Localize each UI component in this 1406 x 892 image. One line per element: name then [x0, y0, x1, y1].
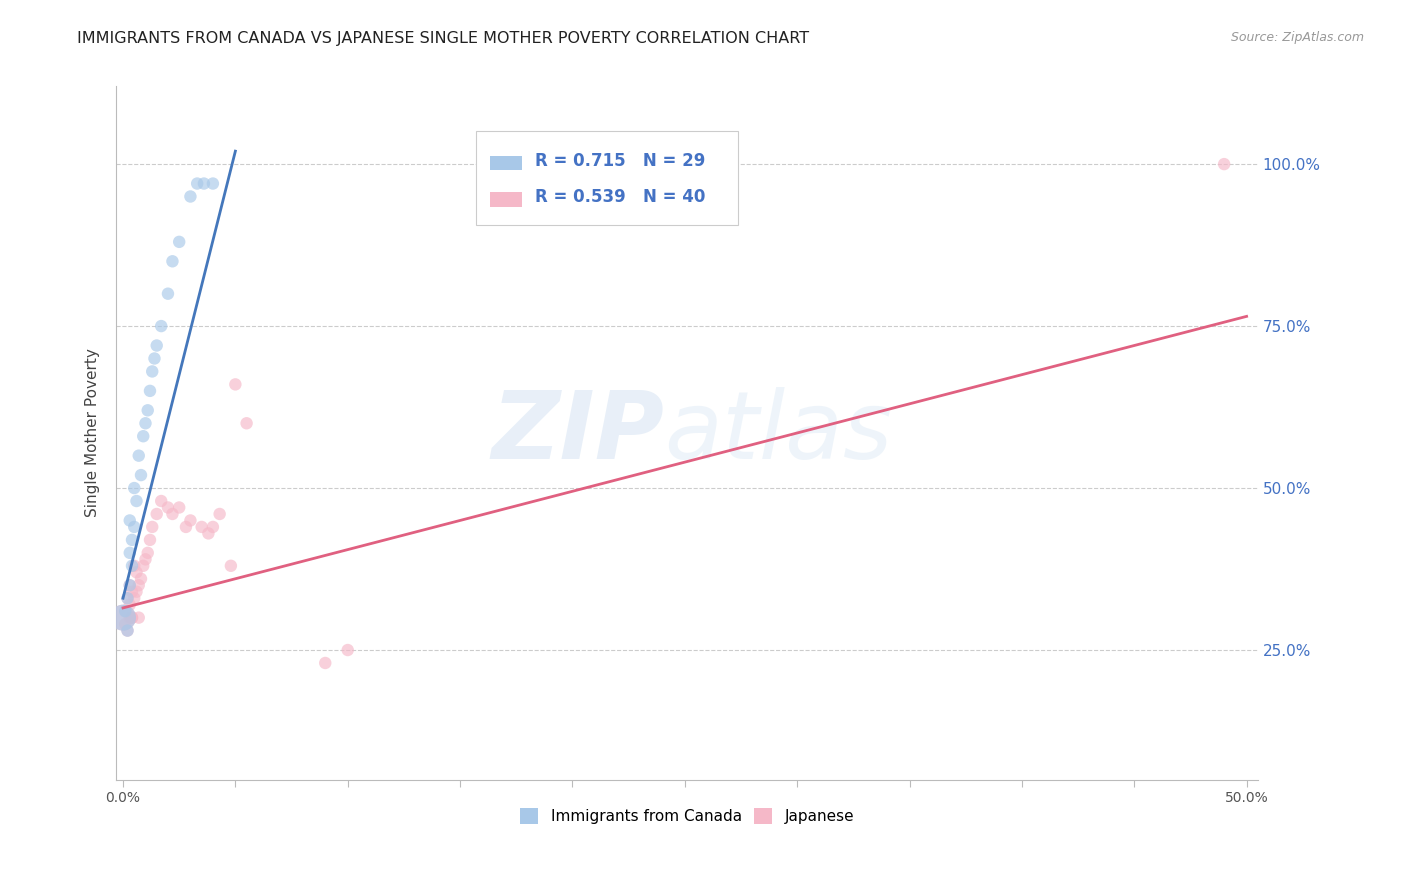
Point [121, 610, 143, 624]
Point [129, 468, 152, 483]
Point [162, 254, 184, 268]
Point [235, 417, 257, 431]
Point [118, 598, 141, 612]
Point [1213, 157, 1236, 171]
Text: atlas: atlas [664, 387, 893, 478]
Point [179, 513, 201, 527]
Point [134, 552, 156, 566]
Point [111, 610, 134, 624]
Point [121, 533, 143, 547]
Point [122, 520, 145, 534]
Point [122, 558, 145, 573]
Point [145, 338, 167, 352]
Point [118, 578, 141, 592]
Point [117, 624, 139, 638]
Point [141, 520, 163, 534]
Point [139, 533, 162, 547]
Point [201, 177, 224, 191]
Point [136, 403, 159, 417]
Point [314, 656, 336, 670]
Point [201, 520, 224, 534]
Point [145, 507, 167, 521]
Y-axis label: Single Mother Poverty: Single Mother Poverty [86, 349, 100, 517]
Point [193, 177, 215, 191]
Point [125, 584, 148, 599]
Point [125, 494, 148, 508]
Text: Source: ZipAtlas.com: Source: ZipAtlas.com [1230, 31, 1364, 45]
Point [121, 610, 143, 624]
Point [121, 558, 143, 573]
Point [167, 235, 190, 249]
Point [174, 520, 197, 534]
Point [141, 364, 163, 378]
Text: R = 0.715   N = 29: R = 0.715 N = 29 [536, 152, 706, 169]
Point [139, 384, 162, 398]
Point [150, 494, 173, 508]
Point [150, 319, 173, 334]
Point [167, 500, 190, 515]
Point [114, 617, 136, 632]
Text: IMMIGRANTS FROM CANADA VS JAPANESE SINGLE MOTHER POVERTY CORRELATION CHART: IMMIGRANTS FROM CANADA VS JAPANESE SINGL… [77, 31, 810, 46]
Point [128, 449, 150, 463]
Point [179, 189, 201, 203]
Point [122, 591, 145, 606]
Point [162, 507, 184, 521]
Point [132, 558, 155, 573]
Point [219, 558, 242, 573]
Point [143, 351, 166, 366]
Point [136, 546, 159, 560]
Point [125, 566, 148, 580]
Point [336, 643, 359, 657]
Point [186, 177, 208, 191]
Point [190, 520, 212, 534]
Point [118, 513, 141, 527]
Point [117, 624, 139, 638]
Text: R = 0.539   N = 40: R = 0.539 N = 40 [536, 188, 706, 206]
Text: ZIP: ZIP [491, 387, 664, 479]
Point [128, 578, 150, 592]
Point [156, 286, 179, 301]
Point [114, 604, 136, 618]
Point [117, 591, 139, 606]
Point [197, 526, 219, 541]
Point [114, 604, 136, 618]
Point [129, 572, 152, 586]
Bar [489, 193, 522, 207]
Bar [489, 156, 522, 170]
Point [224, 377, 246, 392]
FancyBboxPatch shape [475, 131, 738, 225]
Point [156, 500, 179, 515]
Legend: Immigrants from Canada, Japanese: Immigrants from Canada, Japanese [520, 808, 853, 824]
Point [111, 610, 134, 624]
Point [122, 481, 145, 495]
Point [132, 429, 155, 443]
Point [134, 417, 156, 431]
Point [128, 610, 150, 624]
Point [118, 546, 141, 560]
Point [121, 584, 143, 599]
Point [208, 507, 231, 521]
Point [118, 578, 141, 592]
Point [118, 610, 141, 624]
Point [117, 591, 139, 606]
